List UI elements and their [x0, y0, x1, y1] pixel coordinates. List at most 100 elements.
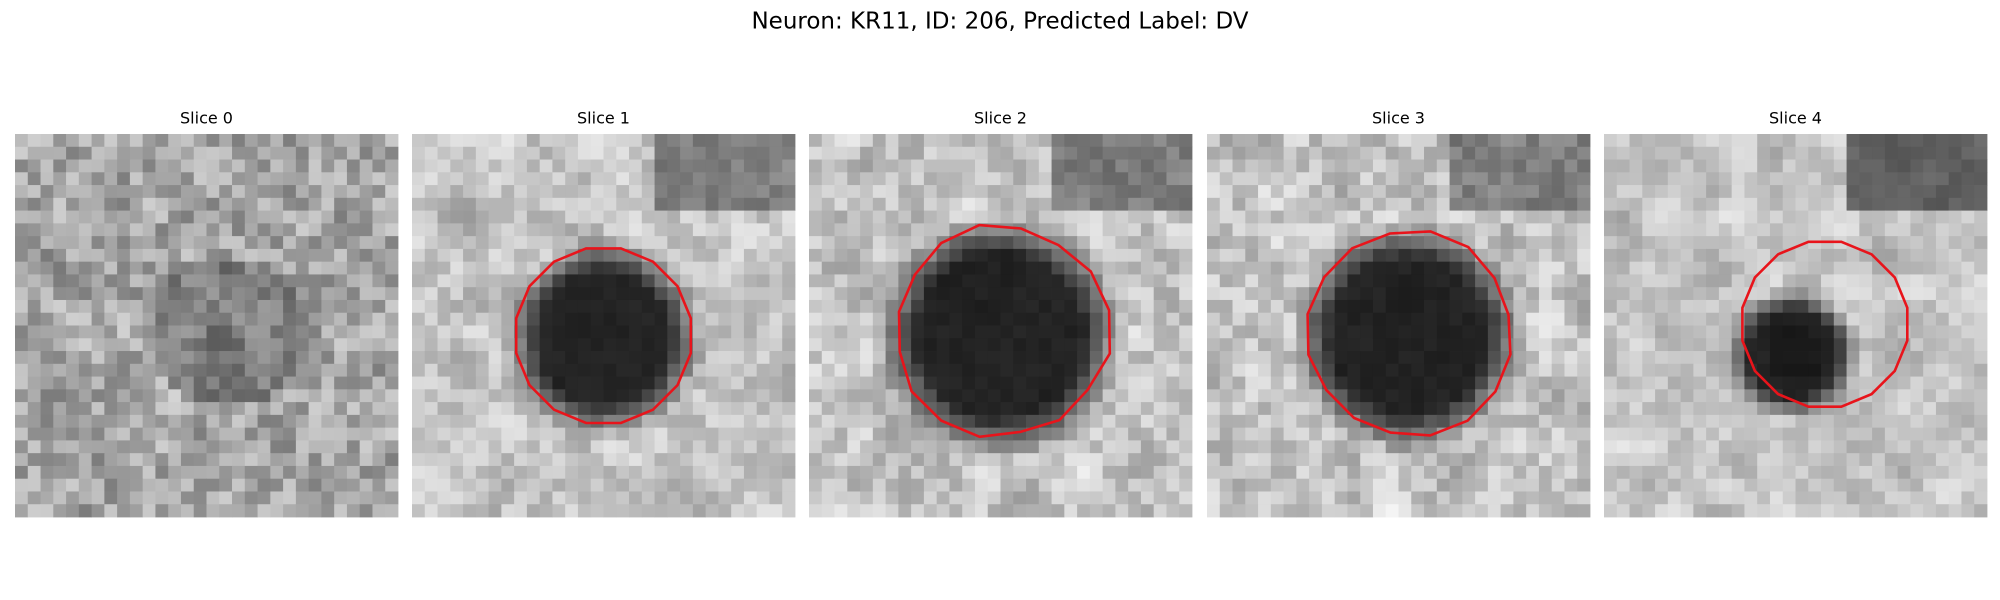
pixel — [1693, 427, 1707, 441]
pixel — [463, 261, 477, 275]
pixel — [1128, 338, 1142, 352]
pixel — [1179, 478, 1193, 492]
pixel — [168, 491, 182, 505]
pixel — [463, 185, 477, 199]
pixel — [1642, 159, 1656, 173]
pixel — [1513, 478, 1527, 492]
pixel — [283, 478, 297, 492]
pixel — [385, 210, 399, 224]
pixel — [117, 453, 131, 467]
pixel — [1757, 338, 1771, 352]
pixel — [27, 351, 41, 365]
pixel — [911, 338, 925, 352]
pixel — [769, 478, 783, 492]
pixel — [718, 376, 732, 390]
pixel — [1424, 287, 1438, 301]
pixel — [898, 338, 912, 352]
pixel — [1449, 134, 1463, 148]
pixel — [1923, 389, 1937, 403]
pixel — [936, 223, 950, 237]
pixel — [1064, 478, 1078, 492]
pixel — [577, 261, 592, 275]
pixel — [1859, 402, 1873, 416]
pixel — [1718, 414, 1733, 429]
pixel — [40, 261, 54, 275]
pixel — [898, 159, 912, 173]
pixel — [104, 338, 118, 352]
pixel — [463, 299, 477, 314]
pixel — [1077, 427, 1091, 441]
pixel — [257, 287, 271, 301]
pixel — [1258, 453, 1272, 467]
pixel — [847, 402, 861, 416]
pixel — [731, 274, 745, 288]
pixel — [552, 414, 566, 429]
pixel — [1013, 236, 1027, 250]
pixel — [1398, 134, 1412, 148]
pixel — [1577, 185, 1591, 199]
pixel — [168, 414, 182, 429]
pixel — [1026, 299, 1040, 314]
pixel — [437, 453, 451, 467]
pixel — [1360, 491, 1374, 505]
pixel — [539, 478, 553, 492]
pixel — [1475, 338, 1489, 352]
pixel — [346, 465, 361, 480]
pixel — [949, 210, 963, 224]
pixel — [565, 453, 579, 467]
pixel — [1166, 478, 1180, 492]
pixel — [1089, 146, 1104, 160]
pixel — [1064, 453, 1078, 467]
pixel — [1347, 248, 1361, 263]
pixel — [1207, 299, 1221, 314]
pixel — [1140, 172, 1155, 186]
pixel — [1808, 134, 1822, 148]
pixel — [821, 312, 835, 326]
pixel — [168, 465, 182, 480]
pixel — [1526, 299, 1540, 314]
pixel — [129, 338, 144, 352]
pixel — [1372, 312, 1387, 326]
pixel — [1923, 453, 1937, 467]
pixel — [590, 185, 604, 199]
pixel — [692, 351, 707, 365]
pixel — [834, 389, 848, 403]
pixel — [1629, 465, 1643, 480]
pixel — [1795, 465, 1809, 480]
pixel — [1153, 465, 1167, 480]
pixel — [1859, 261, 1873, 275]
pixel — [590, 159, 604, 173]
pixel — [104, 210, 118, 224]
pixel — [1411, 325, 1425, 339]
pixel — [1859, 287, 1873, 301]
pixel — [629, 504, 643, 518]
pixel — [1846, 248, 1860, 263]
pixel — [769, 223, 783, 237]
pixel — [1000, 414, 1014, 429]
pixel — [1577, 312, 1591, 326]
pixel — [1782, 223, 1796, 237]
pixel — [1475, 134, 1489, 148]
pixel — [66, 159, 80, 173]
pixel — [359, 325, 373, 339]
pixel — [1693, 159, 1707, 173]
pixel — [385, 261, 399, 275]
pixel — [1475, 146, 1489, 160]
pixel — [308, 414, 322, 429]
pixel — [219, 351, 233, 365]
pixel — [641, 223, 655, 237]
pixel — [1604, 504, 1618, 518]
pixel — [552, 172, 566, 186]
pixel — [1026, 389, 1040, 403]
pixel — [142, 402, 156, 416]
pixel — [1604, 159, 1618, 173]
pixel — [1207, 504, 1221, 518]
pixel — [232, 427, 246, 441]
pixel — [501, 414, 515, 429]
pixel — [1128, 210, 1142, 224]
pixel — [526, 197, 541, 211]
pixel — [1884, 351, 1899, 365]
pixel — [244, 299, 258, 314]
pixel — [1551, 465, 1565, 480]
pixel — [1038, 299, 1052, 314]
